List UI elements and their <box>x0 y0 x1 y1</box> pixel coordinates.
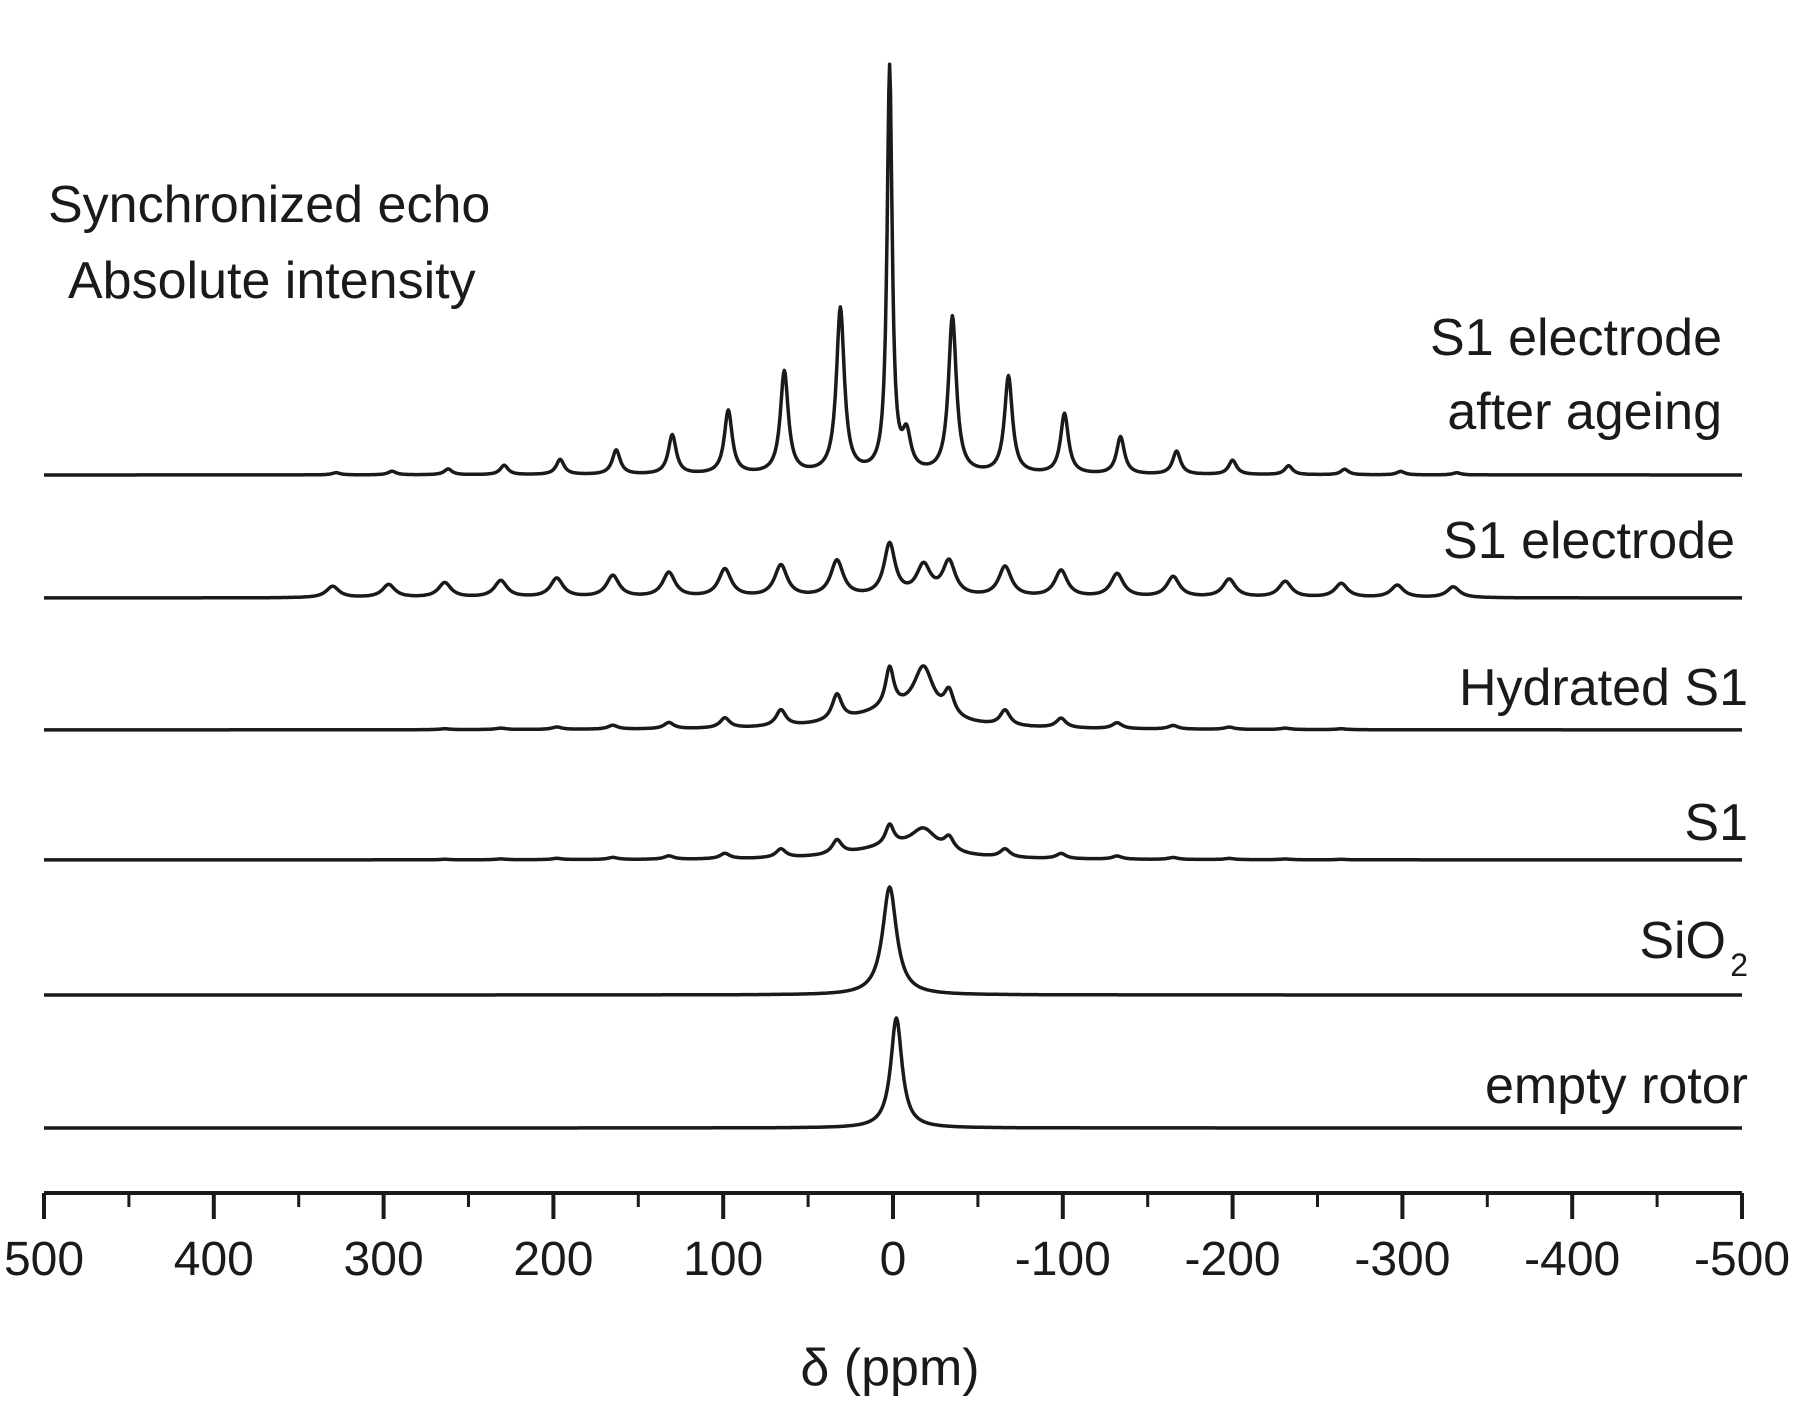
x-tick-label: -100 <box>1015 1233 1111 1286</box>
x-tick-label: -200 <box>1185 1233 1281 1286</box>
x-tick-label: 400 <box>174 1233 254 1286</box>
label-s1-electrode-after-ageing-line-1: S1 electrode <box>1430 309 1722 367</box>
x-tick-label: -300 <box>1354 1233 1450 1286</box>
label-empty-rotor: empty rotor <box>1485 1057 1748 1115</box>
spectra-traces <box>43 62 1743 1130</box>
trace-hydrated-s1 <box>43 664 1743 732</box>
chart-title: Synchronized echo Absolute intensity <box>48 176 490 310</box>
trace-labels: empty rotor SiO 2 S1 Hydrated S1 S1 electrode… <box>1430 309 1748 1115</box>
x-tick-label: 0 <box>880 1233 907 1286</box>
trace-sio2 <box>43 885 1743 997</box>
trace-empty-rotor <box>43 1016 1743 1130</box>
label-s1-electrode: S1 electrode <box>1443 512 1735 570</box>
x-axis: 500 400 300 200 100 0 -100 -200 -300 -400 -500 <box>4 1191 1790 1286</box>
x-tick-label: -400 <box>1524 1233 1620 1286</box>
x-axis-label: δ (ppm) <box>800 1339 979 1397</box>
label-hydrated-s1: Hydrated S1 <box>1459 659 1748 717</box>
x-tick-label: 200 <box>513 1233 593 1286</box>
x-tick-label: 500 <box>4 1233 84 1286</box>
label-sio2-subscript: 2 <box>1730 947 1748 983</box>
trace-s1-electrode-after-ageing <box>43 62 1743 477</box>
trace-s1 <box>43 822 1743 862</box>
x-tick-label: -500 <box>1694 1233 1790 1286</box>
x-tick-label: 300 <box>344 1233 424 1286</box>
label-s1-electrode-after-ageing-line-2: after ageing <box>1447 383 1722 441</box>
label-sio2: SiO <box>1639 912 1726 970</box>
title-line-2: Absolute intensity <box>68 252 476 310</box>
title-line-1: Synchronized echo <box>48 176 490 234</box>
label-s1: S1 <box>1684 794 1748 852</box>
x-tick-label: 100 <box>683 1233 763 1286</box>
trace-s1-electrode <box>43 540 1743 600</box>
